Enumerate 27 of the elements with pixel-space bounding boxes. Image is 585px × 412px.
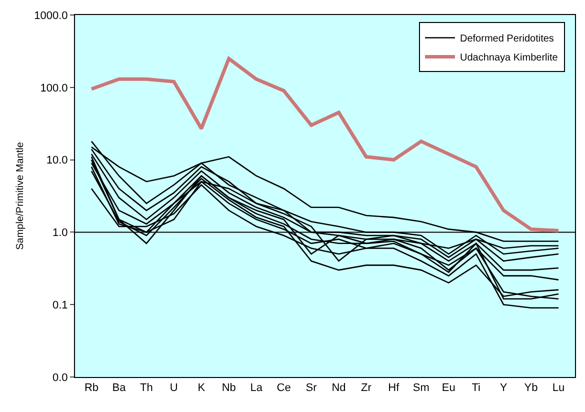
y-tick-label: 1.0 — [52, 227, 68, 240]
y-tick-label: 1000.0 — [34, 10, 68, 22]
x-tick-label: U — [170, 382, 178, 394]
y-tick-label: 10.0 — [46, 154, 68, 167]
x-tick-label: Nb — [222, 382, 236, 394]
x-tick-label: Y — [500, 382, 508, 394]
y-axis-title: Sample/Primitive Mantle — [15, 142, 26, 250]
x-tick-label: Yb — [524, 382, 538, 394]
x-tick-label: Hf — [388, 382, 400, 394]
x-tick-label: Ce — [276, 382, 291, 394]
legend-label: Deformed Peridotites — [460, 34, 554, 45]
x-tick-label: K — [198, 382, 206, 394]
x-tick-label: Th — [140, 382, 153, 394]
x-tick-label: Ti — [472, 382, 480, 394]
x-tick-label: Zr — [361, 382, 372, 394]
legend-label: Udachnaya Kimberlite — [460, 52, 558, 64]
x-tick-label: Sr — [306, 382, 318, 394]
x-tick-label: Ba — [112, 382, 127, 394]
x-tick-label: Sm — [412, 382, 430, 394]
x-tick-label: Eu — [442, 382, 456, 394]
y-tick-label: 0.1 — [52, 299, 68, 312]
y-tick-label: 100.0 — [40, 82, 68, 94]
x-tick-label: Nd — [332, 382, 346, 394]
x-tick-label: La — [250, 382, 264, 394]
x-tick-label: Rb — [84, 382, 99, 394]
x-tick-label: Lu — [552, 382, 565, 394]
y-tick-label: 0.0 — [52, 372, 68, 384]
